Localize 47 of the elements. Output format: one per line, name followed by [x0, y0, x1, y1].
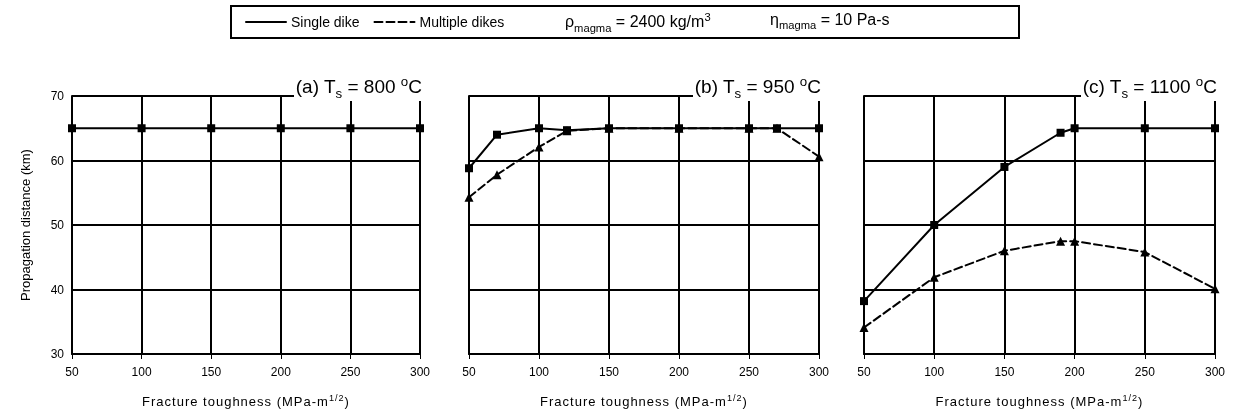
- y-tick-label: 30: [50, 347, 65, 361]
- x-tick-label: 50: [857, 365, 871, 379]
- point: [535, 124, 543, 133]
- x-axis-title: Fracture toughness (MPa-m$^{1/2}$): [540, 393, 748, 410]
- x-tick-label: 150: [994, 365, 1015, 379]
- y-tick-label: 70: [50, 89, 65, 103]
- chart-title: (b) T$_{s}$ = 950 $^{o}$C: [692, 74, 821, 102]
- point: [1000, 162, 1009, 171]
- point: [1070, 124, 1079, 133]
- x-tick-label: 300: [808, 365, 830, 379]
- point: [492, 170, 502, 180]
- x-tick-label: 200: [270, 365, 292, 379]
- x-tick-label: 150: [201, 365, 222, 379]
- point: [493, 130, 501, 139]
- x-tick-label: 50: [462, 365, 476, 379]
- x-tick-label: 50: [65, 365, 79, 379]
- text: ρ$_{magma}$ = 2400 kg/m$^{3}$: [565, 11, 711, 34]
- point: [815, 124, 823, 133]
- x-tick-label: 200: [1064, 365, 1085, 379]
- text: η$_{magma}$ = 10 Pa-s: [770, 11, 890, 32]
- point: [1211, 124, 1219, 133]
- x-tick-label: 250: [1134, 365, 1156, 379]
- legend-label: Single dike: [291, 14, 360, 30]
- x-tick-label: 300: [1204, 365, 1226, 379]
- chart-title: (c) T$_{s}$ = 1100 $^{o}$C: [1080, 74, 1217, 102]
- y-tick-label: 60: [50, 153, 65, 168]
- x-tick-label: 150: [598, 365, 620, 379]
- point: [1056, 128, 1065, 137]
- chart-title: (a) T$_{s}$ = 800 $^{o}$C: [293, 74, 422, 102]
- point: [860, 297, 868, 306]
- point: [465, 164, 473, 173]
- x-tick-label: 250: [340, 365, 361, 379]
- point: [1140, 124, 1149, 133]
- point: [1056, 236, 1066, 246]
- y-axis-title: Propagation distance (km): [18, 149, 33, 301]
- x-axis-title: Fracture toughness (MPa-m$^{1/2}$): [142, 393, 350, 410]
- x-tick-label: 100: [131, 365, 152, 379]
- x-tick-label: 100: [924, 365, 945, 379]
- x-axis-title: Fracture toughness (MPa-m$^{1/2}$): [935, 393, 1144, 410]
- y-tick-label: 40: [50, 282, 65, 297]
- x-tick-label: 100: [528, 365, 550, 379]
- x-tick-label: 300: [409, 365, 431, 379]
- x-tick-label: 200: [668, 365, 690, 379]
- point: [930, 221, 939, 229]
- y-tick-label: 50: [50, 218, 65, 232]
- legend-label: Multiple dikes: [419, 14, 505, 30]
- x-tick-label: 250: [738, 365, 760, 379]
